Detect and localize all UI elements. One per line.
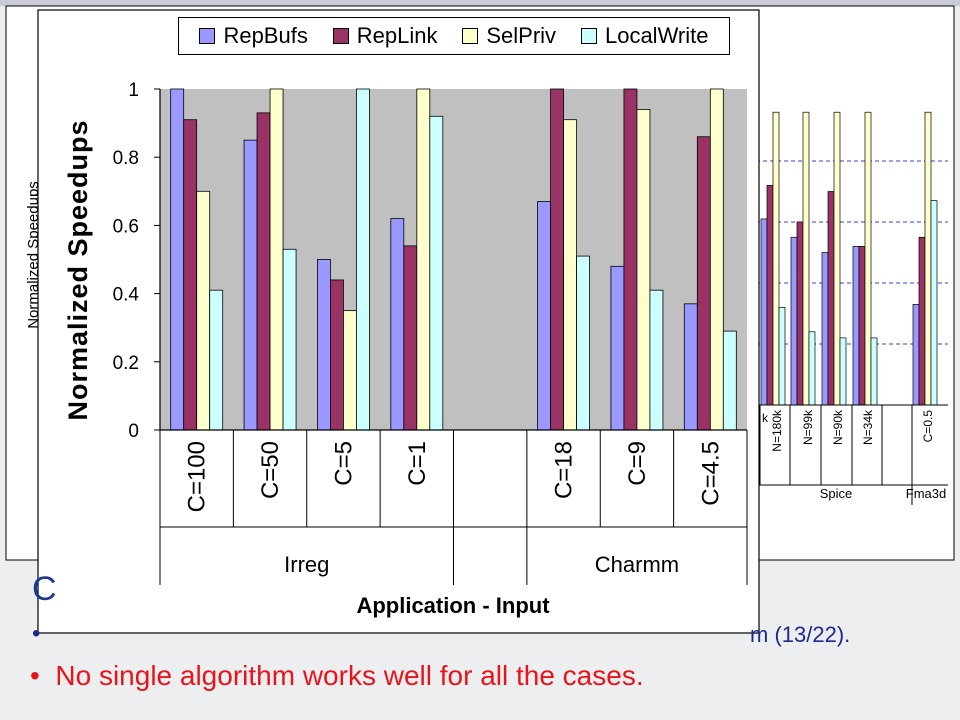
- bar-repbufs-c-9: [610, 265, 625, 431]
- y-tick-label-0-4: 0.4: [113, 285, 140, 306]
- bg-category-label-n-99k: N=99k: [801, 409, 815, 445]
- bullet-1-marker: •: [32, 620, 41, 647]
- legend-label-selpriv: SelPriv: [486, 23, 557, 48]
- bar-repbufs-c-1: [390, 218, 405, 431]
- y-tick-label-1: 1: [128, 80, 139, 101]
- bar-selpriv-c-5: [343, 310, 357, 431]
- bar-repbufs-c-4-5: [683, 303, 698, 431]
- bar-selpriv-c-18: [563, 119, 577, 431]
- y-tick-label-0: 0: [128, 421, 139, 442]
- bar-localwrite-c-1: [429, 115, 444, 431]
- y-axis-label: Normalized Speedups: [63, 119, 93, 420]
- category-label-c-9: C=9: [624, 441, 651, 486]
- bullet-1-text-fragment: m (13/22).: [750, 622, 851, 647]
- group-label-charmm: Charmm: [595, 552, 679, 577]
- bar-replink-c-1: [403, 245, 418, 431]
- bar-replink-c-100: [183, 119, 198, 431]
- legend-item-replink: RepLink: [332, 23, 438, 49]
- bullet-2: • No single algorithm works well for all…: [30, 660, 644, 692]
- category-label-c-1: C=1: [404, 441, 431, 486]
- bar-selpriv-c-9: [636, 109, 651, 431]
- category-label-c-50: C=50: [257, 441, 284, 499]
- bg-category-label-n-34k: N=34k: [861, 409, 875, 445]
- slide-top-band: [0, 0, 960, 6]
- bar-localwrite-c-18: [576, 255, 590, 431]
- bar-selpriv-c-1: [416, 88, 431, 431]
- bg-group-label-spice: Spice: [820, 486, 853, 501]
- bar-replink-c-4-5: [696, 136, 711, 431]
- bar-repbufs-c-18: [537, 201, 551, 431]
- bullet-2-text: No single algorithm works well for all t…: [55, 660, 644, 691]
- legend-swatch-repbufs: [199, 28, 216, 44]
- y-tick-label-0-2: 0.2: [113, 353, 139, 374]
- legend-swatch-selpriv: [462, 28, 479, 44]
- group-label-irreg: Irreg: [284, 552, 329, 577]
- legend-item-repbufs: RepBufs: [199, 23, 308, 49]
- category-label-c-4-5: C=4.5: [697, 441, 724, 506]
- bar-localwrite-c-50: [282, 248, 297, 431]
- category-label-c-18: C=18: [551, 441, 578, 499]
- bar-selpriv-c-4-5: [709, 88, 724, 431]
- bg-category-label-k: k: [762, 411, 769, 425]
- bar-selpriv-c-50: [269, 88, 284, 431]
- bar-replink-c-18: [550, 88, 564, 431]
- legend-swatch-replink: [332, 28, 349, 44]
- bullet-2-marker: •: [30, 660, 40, 691]
- bar-replink-c-5: [330, 279, 344, 431]
- bar-repbufs-c-100: [170, 88, 185, 431]
- bar-localwrite-c-9: [649, 289, 664, 431]
- bar-replink-c-50: [256, 112, 271, 431]
- category-label-c-5: C=5: [330, 441, 357, 486]
- bar-localwrite-c-5: [356, 88, 370, 431]
- bg-category-label-n-90k: N=90k: [831, 409, 845, 445]
- bg-group-label-fma3d: Fma3d: [906, 486, 946, 501]
- bar-localwrite-c-100: [209, 289, 224, 431]
- legend-label-repbufs: RepBufs: [223, 23, 308, 48]
- x-axis-label: Application - Input: [356, 593, 550, 618]
- legend-swatch-localwrite: [580, 28, 597, 44]
- y-tick-label-0-6: 0.6: [113, 216, 139, 237]
- chart-legend: RepBufs RepLink SelPriv LocalWrite: [178, 17, 730, 55]
- bar-selpriv-c-100: [196, 190, 211, 431]
- legend-item-selpriv: SelPriv: [462, 23, 556, 49]
- bg-category-label-n-180k: N=180k: [770, 409, 784, 452]
- bar-repbufs-c-5: [317, 259, 331, 431]
- bg-category-label-c-0-5: C=0.5: [921, 410, 935, 443]
- category-label-c-100: C=100: [184, 441, 211, 512]
- legend-label-localwrite: LocalWrite: [604, 23, 709, 48]
- y-tick-label-0-8: 0.8: [113, 148, 139, 169]
- legend-item-localwrite: LocalWrite: [580, 23, 709, 49]
- bar-localwrite-c-4-5: [722, 330, 737, 431]
- slide-heading-fragment: C: [32, 570, 57, 608]
- bar-replink-c-9: [623, 88, 638, 431]
- bar-repbufs-c-50: [243, 139, 258, 431]
- legend-label-replink: RepLink: [356, 23, 438, 48]
